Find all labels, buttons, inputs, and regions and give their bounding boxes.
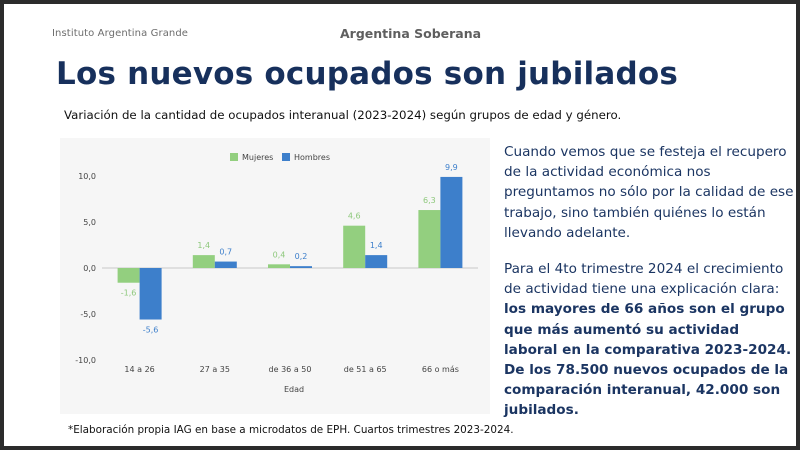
y-tick-label: -5,0 [80,310,96,319]
bar-hombres-2 [290,266,312,268]
data-label: 1,4 [197,241,210,250]
bar-mujeres-3 [343,225,366,268]
chart-subtitle: Variación de la cantidad de ocupados int… [64,108,622,122]
bar-hombres-3 [365,255,388,268]
chart-panel: 10,0 5,0 0,0 -5,0 -10,0 -1,6 1,4 0,4 4,6 6,3 -5,6 0… [60,138,490,414]
data-label: 0,2 [295,252,308,261]
bar-chart: 10,0 5,0 0,0 -5,0 -10,0 -1,6 1,4 0,4 4,6 6,3 -5,6 0… [75,153,478,394]
slide: Instituto Argentina Grande Argentina Sob… [4,4,796,446]
page-title: Los nuevos ocupados son jubilados [56,56,678,92]
data-label: -1,6 [121,289,137,298]
commentary-conclusion: De los 78.500 nuevos ocupados de la comp… [504,362,789,419]
x-tick-label: de 36 a 50 [269,365,312,374]
commentary-paragraph-2: Para el 4to trimestre 2024 el crecimient… [504,259,794,360]
commentary-paragraph-3: De los 78.500 nuevos ocupados de la comp… [504,360,794,421]
legend-label: Hombres [294,153,330,162]
data-label: 0,7 [219,248,232,257]
data-label: 0,4 [273,250,286,259]
data-label: -5,6 [143,326,159,335]
brand-name: Argentina Soberana [340,26,482,41]
bar-hombres-0 [139,268,162,320]
commentary-highlight: los mayores de 66 años son el grupo que … [504,301,792,358]
bar-hombres-4 [440,176,463,268]
bar-mujeres-0 [117,268,140,283]
bar-hombres-1 [214,261,237,268]
legend-swatch-mujeres [230,153,238,161]
footnote: *Elaboración propia IAG en base a microd… [68,424,514,436]
commentary-lead: Para el 4to trimestre 2024 el crecimient… [504,261,784,298]
data-label: 9,9 [445,163,458,172]
y-tick-label: -10,0 [75,356,96,365]
data-label: 1,4 [370,241,383,250]
institute-name: Instituto Argentina Grande [52,28,189,39]
data-label: 4,6 [348,212,361,221]
bar-mujeres-1 [192,255,215,268]
x-tick-label: de 51 a 65 [344,365,387,374]
commentary-paragraph-1: Cuando vemos que se festeja el recupero … [504,144,794,241]
commentary: Cuando vemos que se festeja el recupero … [504,142,794,421]
x-tick-label: 27 a 35 [200,365,230,374]
x-axis-label: Edad [284,385,304,394]
y-tick-label: 10,0 [78,172,96,181]
x-tick-label: 14 a 26 [124,365,154,374]
bar-mujeres-2 [268,264,290,268]
legend-swatch-hombres [282,153,290,161]
y-tick-label: 5,0 [83,218,96,227]
legend-label: Mujeres [242,153,273,162]
data-label: 6,3 [423,196,436,205]
y-tick-label: 0,0 [83,264,96,273]
x-tick-label: 66 o más [422,365,459,374]
bar-mujeres-4 [418,210,441,268]
